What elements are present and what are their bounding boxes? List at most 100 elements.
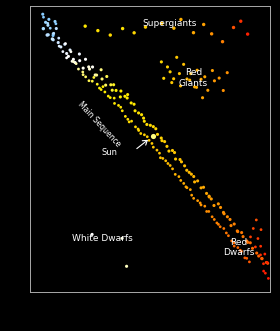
Point <box>235 228 239 234</box>
Point <box>150 133 155 139</box>
Point <box>181 62 186 67</box>
Point <box>207 194 211 199</box>
Point <box>151 145 156 150</box>
Point <box>161 156 165 161</box>
Point <box>151 124 156 129</box>
Point <box>225 70 230 75</box>
Point <box>239 230 244 235</box>
Point <box>238 248 242 253</box>
Point <box>108 95 113 100</box>
Point <box>155 132 160 137</box>
Text: Red
Giants: Red Giants <box>179 69 208 88</box>
Point <box>57 43 61 49</box>
Point <box>100 76 104 82</box>
Point <box>71 57 76 62</box>
Point <box>221 88 225 93</box>
Point <box>181 181 186 186</box>
Point <box>231 25 236 30</box>
Point <box>254 217 258 222</box>
Point <box>141 116 146 121</box>
Point <box>258 244 263 249</box>
Point <box>195 198 200 203</box>
Point <box>74 61 78 66</box>
Point <box>83 57 88 62</box>
Point <box>266 276 271 281</box>
Point <box>142 118 146 124</box>
Point <box>226 233 231 238</box>
Point <box>246 240 250 245</box>
Point <box>41 12 45 17</box>
Point <box>217 75 221 81</box>
Point <box>57 35 61 41</box>
Point <box>51 37 55 42</box>
Point <box>97 85 102 91</box>
Point <box>256 254 261 259</box>
Point <box>41 26 46 31</box>
Point <box>199 185 203 191</box>
Point <box>104 74 109 79</box>
Point <box>260 256 264 261</box>
Point <box>265 260 270 266</box>
Point <box>221 210 226 215</box>
Point <box>106 93 111 99</box>
Point <box>45 32 50 38</box>
Point <box>108 32 113 38</box>
Point <box>78 58 82 63</box>
Point <box>218 205 223 210</box>
Point <box>216 222 221 227</box>
Point <box>116 103 121 108</box>
Point <box>265 260 269 265</box>
Point <box>244 256 249 261</box>
Point <box>201 185 206 190</box>
Point <box>179 178 183 183</box>
Point <box>123 114 128 119</box>
Point <box>129 100 133 106</box>
Point <box>178 83 183 88</box>
Point <box>62 42 67 47</box>
Point <box>139 112 144 117</box>
Point <box>143 24 148 30</box>
Point <box>199 202 203 208</box>
Point <box>81 70 85 75</box>
Point <box>133 108 137 114</box>
Point <box>194 85 199 90</box>
Point <box>120 108 125 114</box>
Point <box>192 174 196 179</box>
Point <box>64 55 69 61</box>
Point <box>93 72 97 78</box>
Point <box>162 76 166 81</box>
Point <box>90 232 94 237</box>
Point <box>48 25 52 31</box>
Text: Luminosity  →: Luminosity → <box>0 105 8 173</box>
Point <box>54 21 58 26</box>
Point <box>160 21 164 26</box>
Point <box>185 185 189 190</box>
Point <box>209 31 214 36</box>
Point <box>95 81 99 87</box>
Point <box>157 151 162 156</box>
Point <box>63 41 68 46</box>
Point <box>250 246 255 251</box>
Point <box>239 19 243 24</box>
Point <box>77 51 82 57</box>
Point <box>94 72 99 78</box>
Point <box>239 249 244 254</box>
Point <box>210 68 215 73</box>
Point <box>43 20 48 25</box>
Point <box>185 76 189 82</box>
Point <box>190 193 194 198</box>
Point <box>177 174 181 179</box>
Point <box>168 163 172 168</box>
Point <box>167 148 171 154</box>
Point <box>120 236 124 241</box>
Point <box>232 221 236 227</box>
Point <box>170 166 175 171</box>
Point <box>165 64 170 70</box>
Point <box>200 95 205 100</box>
Point <box>212 217 216 222</box>
Point <box>132 30 136 35</box>
Point <box>69 49 73 54</box>
Point <box>147 138 151 143</box>
Point <box>184 184 188 189</box>
Point <box>66 54 71 59</box>
